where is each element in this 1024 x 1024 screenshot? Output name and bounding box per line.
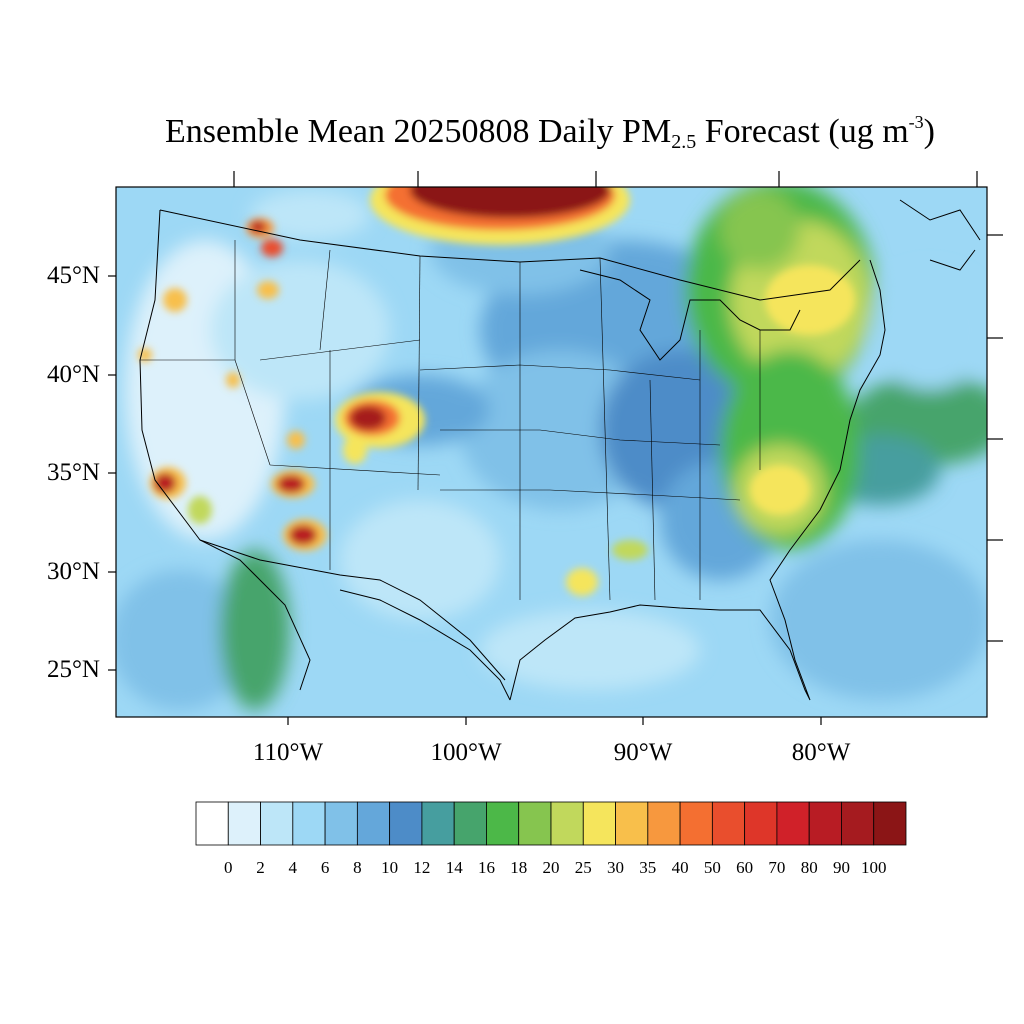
colorbar-swatch (808, 801, 842, 846)
colorbar-tick-label: 0 (224, 858, 233, 877)
colorbar-tick-label: 60 (736, 858, 754, 877)
colorbar-swatch (292, 801, 326, 846)
colorbar-tick-label: 25 (574, 858, 592, 877)
colorbar-swatch (389, 801, 423, 846)
colorbar-tick-label: 40 (671, 858, 689, 877)
colorbar (195, 801, 907, 846)
colorbar-swatch (550, 801, 584, 846)
map-outlines (139, 199, 981, 701)
colorbar-tick-label: 10 (381, 858, 399, 877)
colorbar-swatch (260, 801, 294, 846)
colorbar-tick-label: 8 (353, 858, 362, 877)
lat-label-30n: 30°N (46, 558, 100, 585)
colorbar-tick-label: 4 (288, 858, 298, 877)
us-coastline-outline (139, 209, 886, 701)
colorbar-tick-label: 6 (320, 858, 330, 877)
colorbar-swatch (453, 801, 487, 846)
canada-islands (899, 199, 981, 271)
colorbar-swatch (841, 801, 875, 846)
lat-label-35n: 35°N (46, 459, 100, 486)
map-frame (115, 186, 988, 718)
colorbar-swatch (744, 801, 778, 846)
colorbar-tick-label: 100 (860, 858, 887, 877)
colorbar-swatch (615, 801, 649, 846)
colorbar-swatch (486, 801, 520, 846)
colorbar-tick-label: 90 (833, 858, 850, 877)
field-hotspot-layer (138, 187, 855, 596)
lat-label-25n: 25°N (46, 656, 100, 683)
colorbar-tick-label: 12 (413, 858, 431, 877)
lon-label-80w: 80°W (791, 739, 851, 766)
colorbar-swatch (518, 801, 552, 846)
colorbar-swatch (776, 801, 810, 846)
pm25-field (116, 187, 987, 717)
colorbar-tick-label: 80 (800, 858, 818, 877)
colorbar-swatch (324, 801, 358, 846)
colorbar-swatch (679, 801, 713, 846)
colorbar-tick-label: 70 (768, 858, 786, 877)
lon-label-110w: 110°W (252, 739, 324, 766)
colorbar-swatch (647, 801, 681, 846)
colorbar-swatch (195, 801, 229, 846)
colorbar-swatch (356, 801, 391, 846)
colorbar-tick-label: 14 (445, 858, 463, 877)
colorbar-tick-label: 30 (607, 858, 624, 877)
state-boundaries (140, 240, 761, 601)
colorbar-swatch (421, 801, 455, 846)
colorbar-swatch (582, 801, 616, 846)
colorbar-tick-label: 50 (703, 858, 721, 877)
colorbar-tick-label: 35 (639, 858, 657, 877)
mexico-border (199, 539, 506, 681)
colorbar-tick-label: 2 (256, 858, 265, 877)
great-lakes (579, 269, 801, 361)
lat-label-40n: 40°N (46, 361, 100, 388)
tick-marks (108, 171, 1003, 725)
colorbar-swatch (711, 801, 746, 846)
lon-label-100w: 100°W (430, 739, 502, 766)
colorbar-swatch (873, 801, 907, 846)
colorbar-swatch (227, 801, 261, 846)
colorbar-tick-label: 16 (478, 858, 495, 877)
lat-label-45n: 45°N (46, 262, 100, 289)
colorbar-tick-label: 20 (542, 858, 560, 877)
colorbar-tick-label: 18 (510, 858, 528, 877)
lon-label-90w: 90°W (613, 739, 673, 766)
chart-title: Ensemble Mean 20250808 Daily PM2.5 Forec… (165, 112, 935, 153)
